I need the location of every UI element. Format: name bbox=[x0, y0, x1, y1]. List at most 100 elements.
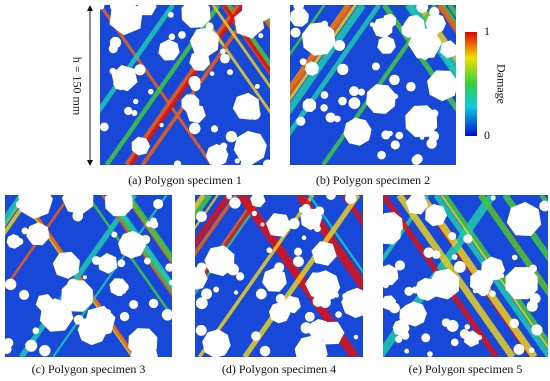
aggregate bbox=[105, 195, 133, 217]
aggregate bbox=[423, 247, 435, 258]
aggregate bbox=[258, 33, 264, 39]
aggregate bbox=[430, 109, 439, 118]
damage-band bbox=[107, 195, 172, 289]
aggregate bbox=[182, 7, 188, 13]
aggregate bbox=[251, 331, 261, 341]
aggregate bbox=[389, 302, 400, 314]
aggregate bbox=[349, 86, 360, 97]
aggregate bbox=[119, 282, 129, 292]
aggregate bbox=[245, 149, 252, 155]
aggregate bbox=[109, 5, 143, 36]
damage-band bbox=[290, 5, 381, 137]
aggregate bbox=[229, 197, 241, 209]
aggregate bbox=[220, 53, 230, 64]
aggregate bbox=[112, 208, 119, 215]
specimen-image bbox=[290, 5, 456, 165]
aggregate bbox=[233, 290, 239, 295]
aggregate bbox=[395, 131, 404, 140]
aggregate bbox=[528, 347, 535, 354]
colorbar-max: 1 bbox=[484, 24, 490, 38]
aggregate bbox=[259, 345, 271, 357]
aggregate bbox=[15, 200, 24, 209]
aggregate bbox=[459, 329, 470, 339]
aggregate bbox=[320, 91, 329, 99]
aggregate bbox=[294, 247, 303, 256]
aggregate bbox=[476, 334, 483, 340]
aggregate bbox=[319, 296, 331, 308]
aggregate bbox=[227, 263, 239, 276]
dimension-label: h = 150 mm bbox=[70, 57, 84, 116]
aggregate bbox=[299, 58, 307, 66]
damage-band bbox=[5, 195, 72, 291]
aggregate bbox=[161, 309, 172, 321]
aggregate bbox=[482, 288, 490, 295]
panel-caption: (d) Polygon specimen 4 bbox=[222, 362, 336, 376]
aggregate bbox=[147, 88, 154, 95]
aggregate bbox=[431, 250, 441, 259]
aggregate bbox=[421, 333, 431, 343]
damage-band bbox=[290, 5, 357, 102]
aggregate bbox=[110, 5, 119, 11]
aggregate bbox=[300, 322, 312, 334]
aggregate bbox=[91, 256, 101, 265]
aggregate bbox=[72, 210, 84, 222]
damage-band bbox=[100, 5, 214, 165]
aggregate bbox=[301, 235, 307, 241]
aggregate bbox=[120, 15, 126, 21]
aggregate bbox=[39, 344, 51, 357]
aggregate bbox=[345, 195, 357, 204]
aggregate bbox=[80, 195, 86, 198]
aggregate bbox=[337, 63, 349, 76]
aggregate bbox=[539, 200, 548, 212]
aggregate bbox=[18, 195, 53, 219]
aggregate bbox=[158, 39, 180, 61]
aggregate bbox=[395, 335, 403, 344]
aggregate bbox=[251, 210, 258, 217]
aggregate bbox=[213, 286, 220, 293]
aggregate bbox=[294, 335, 328, 357]
aggregate bbox=[371, 62, 380, 71]
aggregate bbox=[137, 5, 157, 16]
aggregate bbox=[389, 74, 400, 86]
aggregate bbox=[464, 324, 470, 330]
aggregate bbox=[450, 338, 459, 347]
damage-band bbox=[128, 5, 244, 165]
aggregate bbox=[167, 11, 174, 18]
aggregate bbox=[383, 264, 399, 286]
aggregate bbox=[427, 351, 433, 357]
aggregate bbox=[117, 259, 126, 268]
panel-caption: (e) Polygon specimen 5 bbox=[409, 362, 523, 376]
aggregate bbox=[446, 319, 459, 332]
aggregate bbox=[404, 286, 414, 296]
aggregate bbox=[168, 33, 176, 41]
aggregate bbox=[233, 130, 267, 165]
aggregate bbox=[5, 344, 12, 354]
aggregate bbox=[505, 267, 538, 300]
aggregate bbox=[342, 292, 349, 299]
aggregate bbox=[26, 222, 50, 246]
aggregate bbox=[406, 81, 416, 92]
aggregate bbox=[113, 76, 128, 91]
panel-caption: (b) Polygon specimen 2 bbox=[316, 173, 430, 187]
aggregate bbox=[325, 112, 336, 123]
aggregate bbox=[448, 232, 457, 241]
aggregate bbox=[196, 211, 207, 223]
aggregate bbox=[260, 222, 265, 227]
specimen-image bbox=[195, 195, 363, 357]
aggregate bbox=[472, 289, 478, 294]
aggregate bbox=[173, 160, 182, 165]
aggregate bbox=[338, 96, 347, 106]
aggregate bbox=[21, 227, 29, 235]
aggregate bbox=[209, 71, 215, 76]
aggregate bbox=[219, 48, 226, 55]
aggregate bbox=[390, 140, 400, 150]
aggregate bbox=[425, 204, 447, 227]
damage-band bbox=[194, 5, 270, 115]
aggregate bbox=[401, 331, 410, 340]
damage-band bbox=[124, 5, 242, 165]
damage-band bbox=[478, 195, 548, 297]
damage-band bbox=[101, 195, 172, 297]
aggregate bbox=[394, 260, 406, 271]
aggregate bbox=[313, 225, 321, 233]
